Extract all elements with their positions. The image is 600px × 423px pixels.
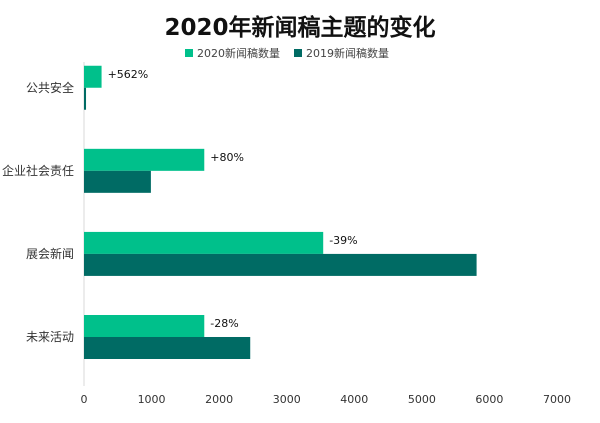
bar-1-1 <box>84 170 151 193</box>
x-tick-label-0: 0 <box>81 393 88 406</box>
x-tick-label-6: 6000 <box>475 393 503 406</box>
data-label-0-1: +80% <box>210 151 244 164</box>
data-label-0-0: +562% <box>108 68 149 81</box>
category-label-0: 公共安全 <box>26 80 74 95</box>
legend-label-1: 2019新闻稿数量 <box>306 46 389 60</box>
bar-0-1 <box>84 148 205 171</box>
x-tick-label-3: 3000 <box>273 393 301 406</box>
data-label-0-2: -39% <box>329 234 357 247</box>
x-tick-label-1: 1000 <box>138 393 166 406</box>
x-tick-label-2: 2000 <box>205 393 233 406</box>
x-tick-label-7: 7000 <box>543 393 571 406</box>
bar-0-3 <box>84 314 205 337</box>
category-label-1: 企业社会责任 <box>2 163 74 178</box>
bar-1-3 <box>84 336 251 359</box>
x-tick-label-4: 4000 <box>340 393 368 406</box>
data-label-0-3: -28% <box>210 317 238 330</box>
category-label-2: 展会新闻 <box>26 246 74 261</box>
x-tick-label-5: 5000 <box>408 393 436 406</box>
legend-label-0: 2020新闻稿数量 <box>197 46 280 60</box>
bar-1-0 <box>84 87 87 110</box>
category-label-3: 未来活动 <box>26 330 74 344</box>
legend-swatch-0 <box>185 49 193 57</box>
chart-title: 2020年新闻稿主题的变化 <box>164 15 436 41</box>
bar-0-0 <box>84 65 102 88</box>
legend-swatch-1 <box>294 49 302 57</box>
bar-1-2 <box>84 253 477 276</box>
bar-0-2 <box>84 231 324 254</box>
